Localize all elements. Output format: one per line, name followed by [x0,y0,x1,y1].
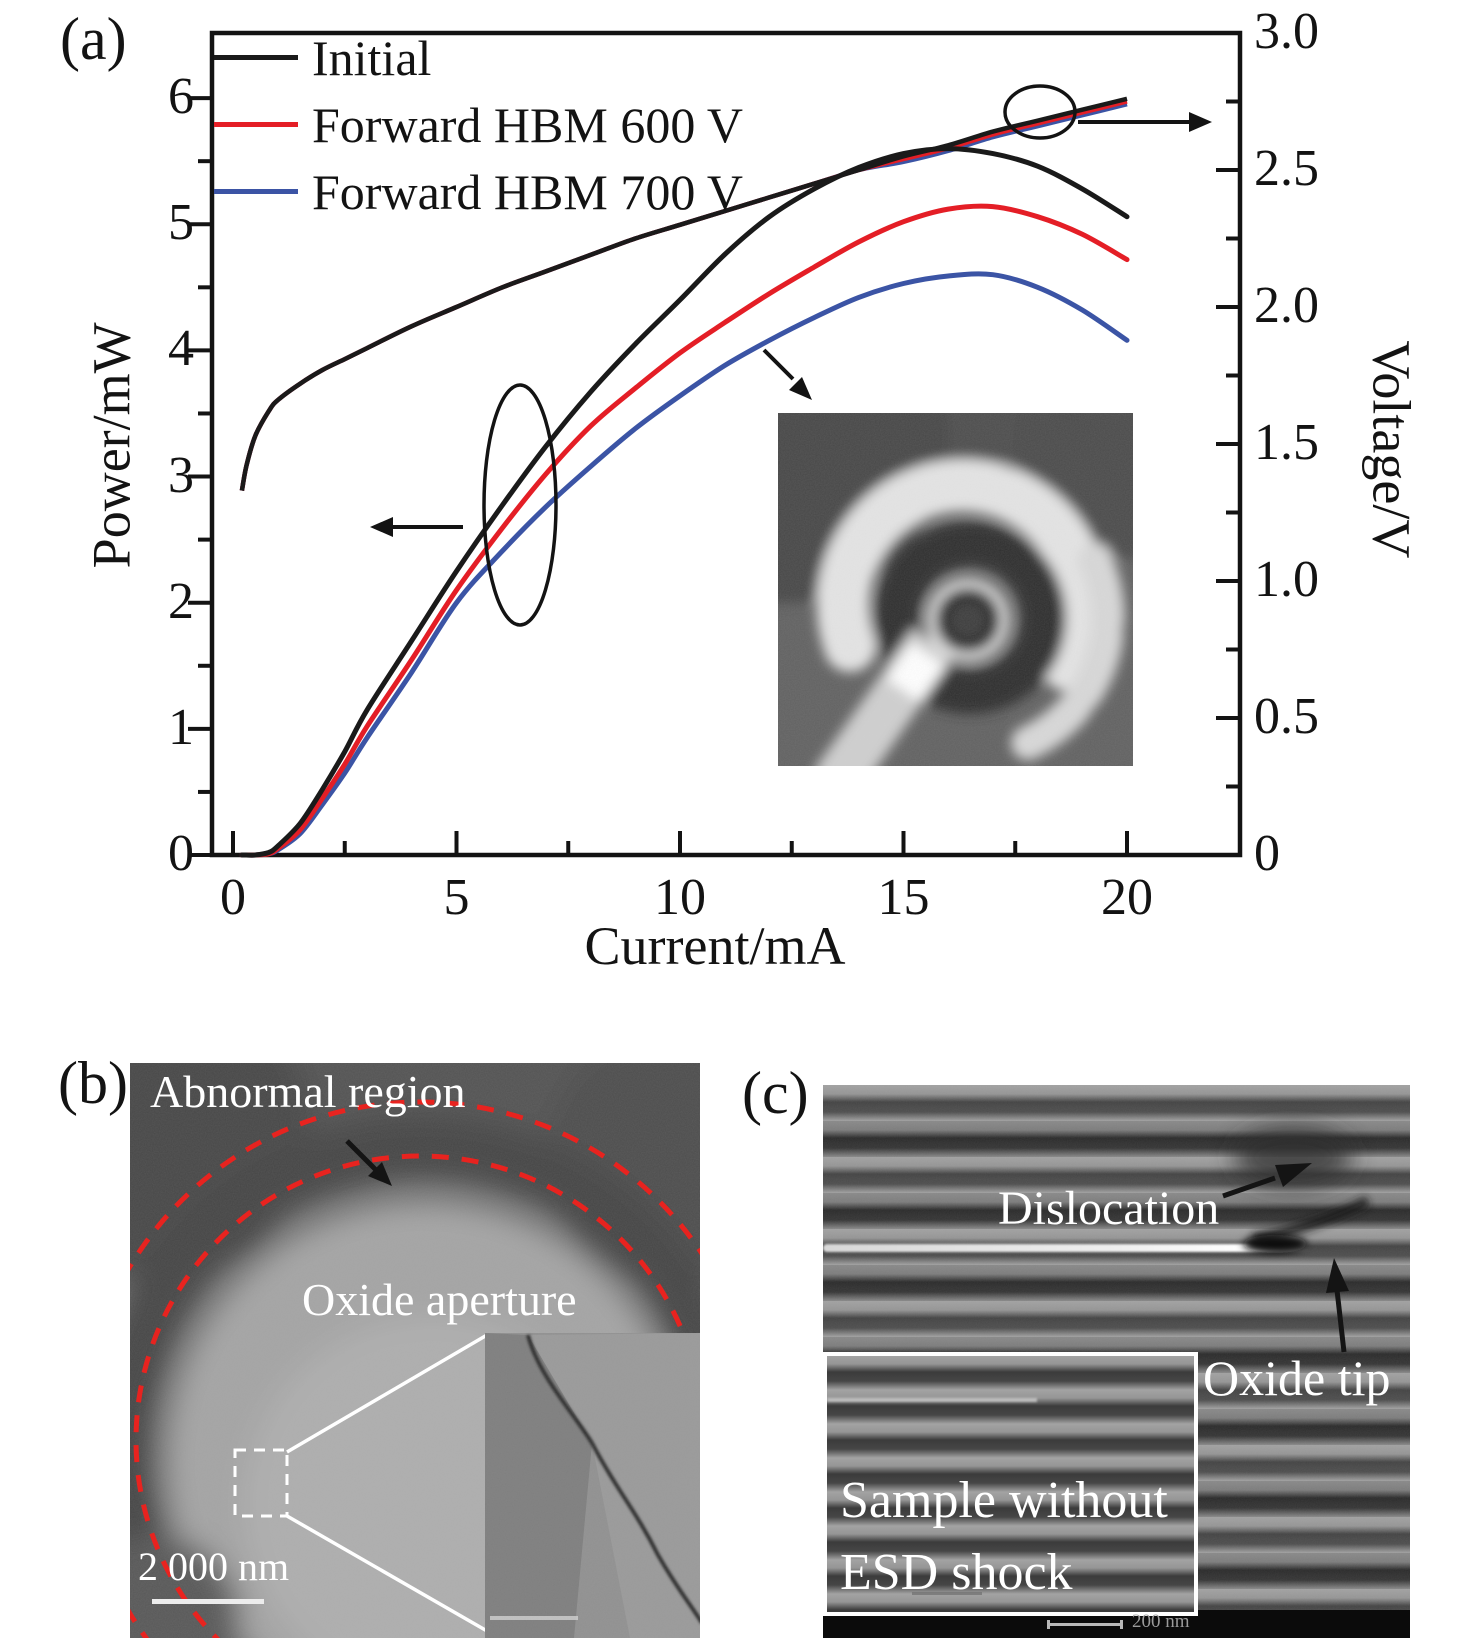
y-right-tick-label: 2.5 [1254,140,1319,197]
oxide-tip-label: Oxide tip [1203,1350,1391,1406]
y-right-tick-label: 0.5 [1254,688,1319,745]
inset-arrow-shaft [762,348,795,381]
x-axis-title: Current/mA [584,916,846,976]
reference-inset-scale-bar [912,1592,982,1595]
oxide-aperture-label: Oxide aperture [302,1274,577,1325]
oxide-tip-dark-knot [1243,1235,1307,1253]
legend-label: Forward HBM 700 V [312,163,744,220]
voltage-axis-arrow-head [1189,112,1212,132]
scale-bar-2000nm [152,1599,264,1604]
tem-oxide-aperture-image [130,1063,700,1638]
power-curves-ellipse-annotation [482,383,558,627]
nearfield-inset-image [778,413,1133,766]
y-left-tick-label: 2 [168,572,194,630]
tem-dbr-image [823,1085,1410,1638]
abnormal-region-arrow-shaft [345,1139,380,1174]
legend-line-swatch [214,189,298,194]
y-left-tick-label: 5 [168,194,194,252]
legend-line-swatch [214,55,298,60]
scale-bar-200nm-label: 200 nm [1132,1611,1190,1632]
dislocation-dark-smudge [1233,1127,1353,1187]
red-dashed-outer-circle [130,1099,700,1638]
y-left-tick-label: 4 [168,320,194,378]
oxide-tip-arrow-shaft [1334,1289,1347,1353]
y-right-tick-label: 0 [1254,825,1280,882]
legend-row-1: Initial [214,24,743,91]
reference-sample-inset [823,1352,1198,1616]
legend-row-2: Forward HBM 600 V [214,91,743,158]
magnified-area-dashed-box [233,1448,289,1518]
y-left-axis-title: Power/mW [81,322,142,569]
inset-connector-line-top [286,1333,488,1454]
chart-legend: Initial Forward HBM 600 V Forward HBM 700 … [214,24,743,225]
power-axis-arrow-head [370,517,393,537]
y-right-tick-label: 1.0 [1254,551,1319,608]
y-right-tick-label: 1.5 [1254,414,1319,471]
x-tick-label: 15 [877,869,930,926]
oxide-tip-arrow-head [1326,1258,1349,1293]
x-tick-label: 0 [220,869,246,926]
axis-ticks [188,31,1240,857]
legend-line-swatch [214,122,298,127]
bright-oxide-line [823,1244,1310,1252]
inset-connector-line-bottom [286,1514,488,1633]
panel-a-label: (a) [60,6,127,72]
dislocation-label: Dislocation [998,1182,1220,1235]
dislocation-arrow-head [1275,1163,1312,1187]
y-right-tick-label: 3.0 [1254,3,1319,60]
legend-row-3: Forward HBM 700 V [214,158,743,225]
y-right-axis-title: Voltage/V [1361,340,1422,559]
dislocation-arrow-shaft [1222,1175,1276,1199]
abnormal-region-arrow-head [368,1162,392,1186]
abnormal-region-label: Abnormal region [150,1066,466,1117]
panel-b-label: (b) [58,1050,128,1116]
voltage-curves-ellipse-annotation [1003,84,1077,140]
y-right-tick-label: 2.0 [1254,277,1319,334]
legend-label: Initial [312,29,432,86]
y-left-tick-label: 3 [168,446,194,504]
legend-label: Forward HBM 600 V [312,96,744,153]
inset-arrow-head [789,377,812,400]
reference-oxide-line [827,1398,1037,1402]
inset-caption-line1: Sample without [840,1472,1168,1529]
scale-bar-2000nm-label: 2 000 nm [138,1544,290,1589]
scale-bar-200nm [1047,1620,1123,1629]
y-left-tick-label: 6 [168,68,194,126]
inset-caption-line2: ESD shock [840,1544,1073,1601]
data-curves [239,96,1130,858]
power-curve-1 [239,146,1130,858]
panel-c-label: (c) [742,1060,809,1126]
oxide-tip-zoom-inset [485,1333,700,1638]
x-tick-label: 10 [654,869,706,926]
y-left-tick-label: 1 [168,698,194,756]
y-left-tick-label: 0 [168,825,194,882]
liv-chart [188,30,1243,858]
x-tick-label: 20 [1101,869,1153,926]
x-tick-label: 5 [443,869,470,926]
